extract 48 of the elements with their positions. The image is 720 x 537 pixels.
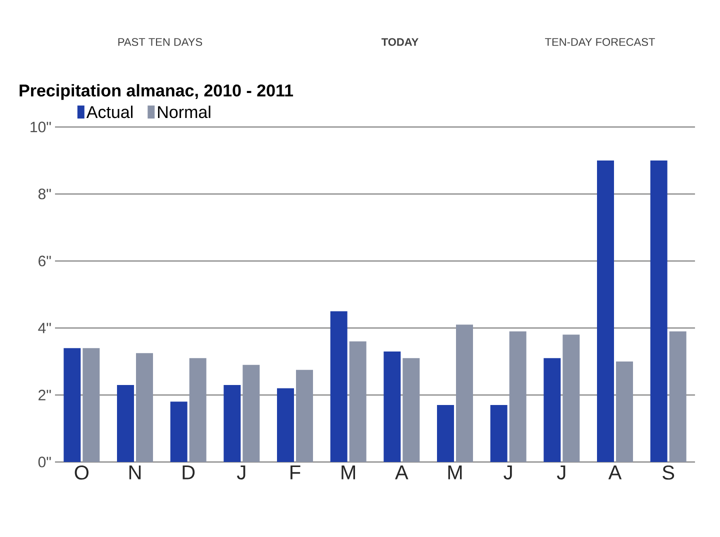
x-tick-label: M <box>448 466 462 480</box>
bar <box>402 358 420 462</box>
x-tick-label: M <box>342 466 356 480</box>
bar <box>509 331 526 462</box>
text: PAST TEN DAYS <box>118 38 202 46</box>
y-tick-label: 4" <box>38 322 51 334</box>
bar <box>136 353 154 462</box>
x-tick-label: J <box>556 466 566 480</box>
legend-label: Normal <box>158 106 210 118</box>
bar <box>616 361 633 462</box>
y-tick-label: 2" <box>38 390 51 400</box>
legend-label: Actual <box>86 106 133 118</box>
bar <box>650 160 668 462</box>
bar <box>490 405 508 462</box>
x-tick-label: O <box>74 466 88 480</box>
bar <box>170 402 188 462</box>
x-tick-label: D <box>182 466 195 480</box>
bar <box>117 384 134 462</box>
x-tick-label: N <box>129 466 141 480</box>
x-tick-label: S <box>662 466 674 480</box>
bar <box>277 388 294 462</box>
bar <box>562 334 580 462</box>
text: TODAY <box>381 38 418 46</box>
y-tick-label: 10" <box>30 122 51 132</box>
y-tick-label: 8" <box>38 188 51 200</box>
x-tick-label: A <box>395 466 408 480</box>
x-tick-label: F <box>290 466 300 480</box>
bar <box>384 351 401 462</box>
x-tick-label: J <box>504 466 512 480</box>
bar <box>349 341 366 462</box>
chart-title: Precipitation almanac, 2010 - 2011 <box>20 84 294 100</box>
bar <box>296 370 313 462</box>
bar <box>330 311 348 462</box>
bar <box>224 384 241 462</box>
bar <box>189 358 206 462</box>
bar <box>64 348 81 462</box>
x-tick-label: A <box>608 466 622 480</box>
bar <box>597 160 614 462</box>
y-tick-label: 0" <box>38 456 51 468</box>
text: TEN-DAY FORECAST <box>545 38 655 46</box>
x-tick-label: J <box>236 466 246 480</box>
bar <box>456 324 474 462</box>
bar <box>437 405 454 462</box>
bar <box>669 331 686 462</box>
bar <box>544 358 561 462</box>
bar <box>82 348 100 462</box>
y-tick-label: 6" <box>38 256 51 266</box>
bar <box>242 364 260 462</box>
